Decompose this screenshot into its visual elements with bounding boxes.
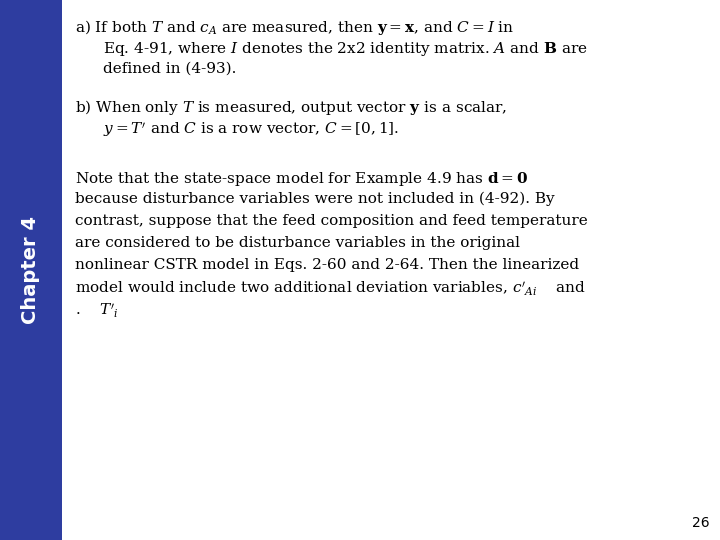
Text: defined in (4-93).: defined in (4-93).: [103, 62, 236, 76]
Text: .    $T'_i$: . $T'_i$: [75, 302, 119, 320]
Text: 26: 26: [693, 516, 710, 530]
Text: Note that the state-space model for Example 4.9 has $\mathbf{d} = \mathbf{0}$: Note that the state-space model for Exam…: [75, 170, 528, 188]
Text: are considered to be disturbance variables in the original: are considered to be disturbance variabl…: [75, 236, 520, 250]
Text: a) If both $T$ and $c_A$ are measured, then $\mathbf{y} = \mathbf{x}$, and $C = : a) If both $T$ and $c_A$ are measured, t…: [75, 18, 514, 37]
Text: model would include two additional deviation variables, $c'_{Ai}$    and: model would include two additional devia…: [75, 280, 586, 298]
FancyBboxPatch shape: [0, 0, 62, 540]
Text: b) When only $T$ is measured, output vector $\mathbf{y}$ is a scalar,: b) When only $T$ is measured, output vec…: [75, 98, 508, 117]
Text: Chapter 4: Chapter 4: [22, 216, 40, 324]
Text: Eq. 4-91, where $I$ denotes the 2x2 identity matrix. $A$ and $\mathbf{B}$ are: Eq. 4-91, where $I$ denotes the 2x2 iden…: [103, 40, 588, 58]
Text: $y = T'$ and $C$ is a row vector, $C = [0,1]$.: $y = T'$ and $C$ is a row vector, $C = […: [103, 120, 399, 139]
Text: contrast, suppose that the feed composition and feed temperature: contrast, suppose that the feed composit…: [75, 214, 588, 228]
Text: nonlinear CSTR model in Eqs. 2-60 and 2-64. Then the linearized: nonlinear CSTR model in Eqs. 2-60 and 2-…: [75, 258, 579, 272]
Text: because disturbance variables were not included in (4-92). By: because disturbance variables were not i…: [75, 192, 554, 206]
